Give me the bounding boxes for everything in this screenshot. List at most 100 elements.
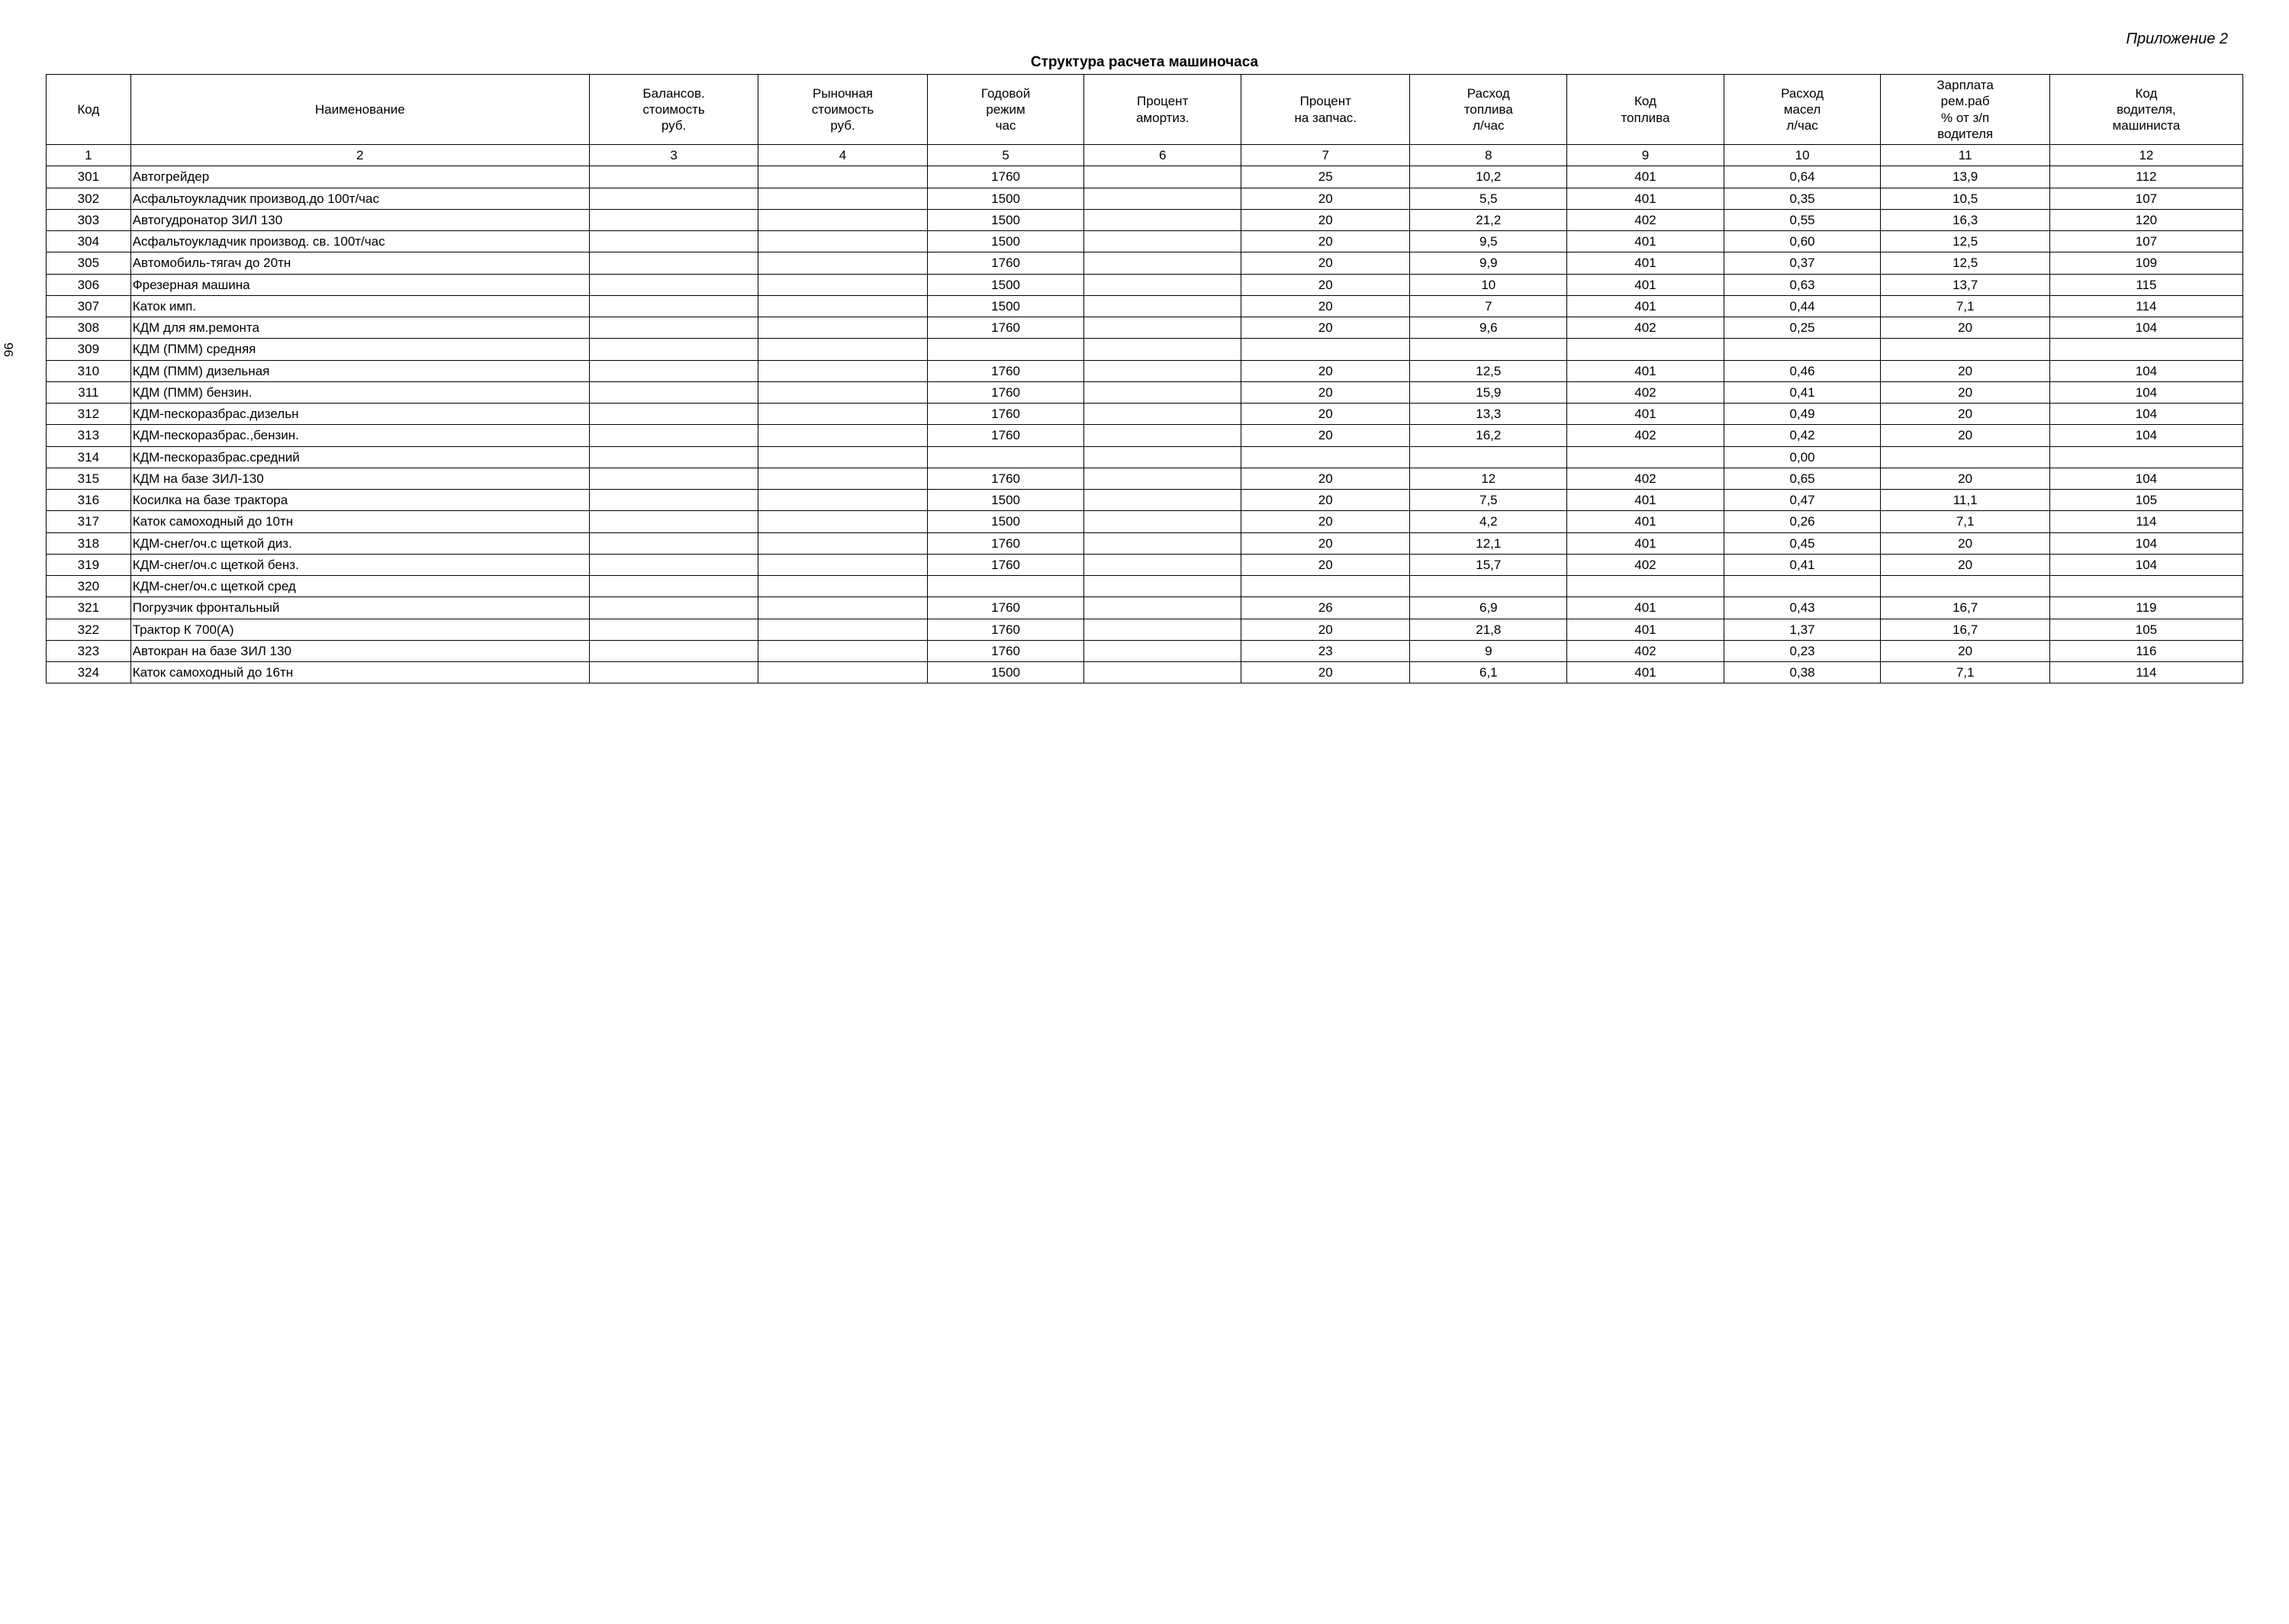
- cell-spare-pct: 20: [1241, 274, 1410, 295]
- header-line: водителя: [1937, 127, 1993, 141]
- cell-spare-pct: 20: [1241, 619, 1410, 640]
- table-row: 312КДМ-пескоразбрас.дизельн17602013,3401…: [47, 404, 2243, 425]
- cell-driver-code: 112: [2049, 166, 2242, 188]
- cell-spare-pct: 26: [1241, 597, 1410, 619]
- cell-name: КДМ-снег/оч.с щеткой диз.: [130, 532, 589, 554]
- cell-market-cost: [758, 640, 927, 661]
- cell-market-cost: [758, 468, 927, 489]
- colnum-cell: 3: [589, 145, 758, 166]
- cell-oil-cons: 0,41: [1724, 381, 1881, 403]
- cell-code: 319: [47, 554, 131, 575]
- cell-oil-cons: 0,64: [1724, 166, 1881, 188]
- cell-name: Косилка на базе трактора: [130, 490, 589, 511]
- table-row: 323Автокран на базе ЗИЛ 13017602394020,2…: [47, 640, 2243, 661]
- cell-balance-cost: [589, 619, 758, 640]
- header-line: амортиз.: [1136, 111, 1189, 125]
- header-amort-pct: Процент амортиз.: [1084, 75, 1241, 145]
- cell-name: КДМ на базе ЗИЛ-130: [130, 468, 589, 489]
- cell-amort-pct: [1084, 511, 1241, 532]
- table-row: 311КДМ (ПММ) бензин.17602015,94020,41201…: [47, 381, 2243, 403]
- header-repair-salary: Зарплата рем.раб % от з/п водителя: [1881, 75, 2049, 145]
- table-row: 310КДМ (ПММ) дизельная17602012,54010,462…: [47, 360, 2243, 381]
- cell-fuel-code: 402: [1567, 381, 1724, 403]
- header-line: Рыночная: [813, 86, 873, 101]
- cell-balance-cost: [589, 231, 758, 252]
- cell-repair-salary: 10,5: [1881, 188, 2049, 209]
- cell-repair-salary: 12,5: [1881, 231, 2049, 252]
- cell-oil-cons: 0,44: [1724, 295, 1881, 317]
- cell-fuel-code: 401: [1567, 511, 1724, 532]
- header-fuel-cons: Расход топлива л/час: [1410, 75, 1567, 145]
- cell-annual-mode: 1760: [927, 381, 1084, 403]
- colnum-cell: 9: [1567, 145, 1724, 166]
- cell-repair-salary: 16,7: [1881, 597, 2049, 619]
- cell-fuel-code: 401: [1567, 662, 1724, 683]
- cell-fuel-cons: 9: [1410, 640, 1567, 661]
- cell-fuel-code: 402: [1567, 468, 1724, 489]
- cell-oil-cons: 0,38: [1724, 662, 1881, 683]
- cell-driver-code: 115: [2049, 274, 2242, 295]
- table-row: 313КДМ-пескоразбрас.,бензин.17602016,240…: [47, 425, 2243, 446]
- cell-oil-cons: 1,37: [1724, 619, 1881, 640]
- cell-balance-cost: [589, 446, 758, 468]
- cell-name: КДМ для ям.ремонта: [130, 317, 589, 339]
- cell-amort-pct: [1084, 339, 1241, 360]
- cell-fuel-cons: 9,9: [1410, 252, 1567, 274]
- cell-name: Каток самоходный до 16тн: [130, 662, 589, 683]
- cell-balance-cost: [589, 339, 758, 360]
- colnum-cell: 5: [927, 145, 1084, 166]
- cell-annual-mode: 1500: [927, 295, 1084, 317]
- cell-repair-salary: 20: [1881, 554, 2049, 575]
- cell-balance-cost: [589, 295, 758, 317]
- header-balance-cost: Балансов. стоимость руб.: [589, 75, 758, 145]
- cell-market-cost: [758, 381, 927, 403]
- cell-name: КДМ (ПММ) средняя: [130, 339, 589, 360]
- colnum-cell: 10: [1724, 145, 1881, 166]
- side-page-number: 96: [2, 342, 17, 357]
- header-line: машиниста: [2113, 118, 2181, 133]
- table-row: 301Автогрейдер17602510,24010,6413,9112: [47, 166, 2243, 188]
- header-annual-mode: Годовой режим час: [927, 75, 1084, 145]
- cell-spare-pct: 20: [1241, 468, 1410, 489]
- cell-repair-salary: 13,7: [1881, 274, 2049, 295]
- table-row: 321Погрузчик фронтальный1760266,94010,43…: [47, 597, 2243, 619]
- cell-driver-code: 107: [2049, 231, 2242, 252]
- cell-market-cost: [758, 446, 927, 468]
- cell-annual-mode: 1500: [927, 511, 1084, 532]
- table-row: 320КДМ-снег/оч.с щеткой сред: [47, 576, 2243, 597]
- cell-market-cost: [758, 231, 927, 252]
- cell-repair-salary: 12,5: [1881, 252, 2049, 274]
- cell-code: 318: [47, 532, 131, 554]
- cell-spare-pct: 20: [1241, 360, 1410, 381]
- table-row: 319КДМ-снег/оч.с щеткой бенз.17602015,74…: [47, 554, 2243, 575]
- cell-fuel-cons: 13,3: [1410, 404, 1567, 425]
- cell-oil-cons: 0,23: [1724, 640, 1881, 661]
- cell-oil-cons: 0,63: [1724, 274, 1881, 295]
- cell-code: 323: [47, 640, 131, 661]
- cell-market-cost: [758, 317, 927, 339]
- cell-code: 320: [47, 576, 131, 597]
- cell-fuel-code: 402: [1567, 554, 1724, 575]
- cell-driver-code: 104: [2049, 381, 2242, 403]
- cell-market-cost: [758, 490, 927, 511]
- header-line: Код: [2135, 86, 2157, 101]
- cell-driver-code: 116: [2049, 640, 2242, 661]
- cell-fuel-code: 401: [1567, 166, 1724, 188]
- cell-repair-salary: 7,1: [1881, 662, 2049, 683]
- cell-repair-salary: 20: [1881, 404, 2049, 425]
- cell-fuel-cons: 7: [1410, 295, 1567, 317]
- cell-fuel-code: 402: [1567, 317, 1724, 339]
- header-line: стоимость: [642, 102, 704, 117]
- cell-annual-mode: 1760: [927, 532, 1084, 554]
- cell-name: Погрузчик фронтальный: [130, 597, 589, 619]
- header-market-cost: Рыночная стоимость руб.: [758, 75, 927, 145]
- cell-oil-cons: [1724, 576, 1881, 597]
- cell-name: Фрезерная машина: [130, 274, 589, 295]
- cell-spare-pct: 20: [1241, 252, 1410, 274]
- cell-balance-cost: [589, 381, 758, 403]
- machine-hour-table: Код Наименование Балансов. стоимость руб…: [46, 74, 2243, 683]
- cell-spare-pct: 20: [1241, 532, 1410, 554]
- cell-spare-pct: 20: [1241, 554, 1410, 575]
- cell-name: Трактор К 700(А): [130, 619, 589, 640]
- colnum-cell: 12: [2049, 145, 2242, 166]
